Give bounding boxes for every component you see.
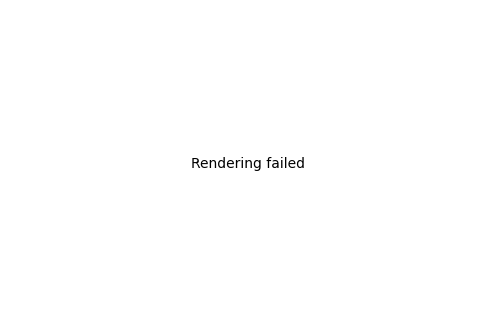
Text: Rendering failed: Rendering failed [191, 157, 305, 171]
